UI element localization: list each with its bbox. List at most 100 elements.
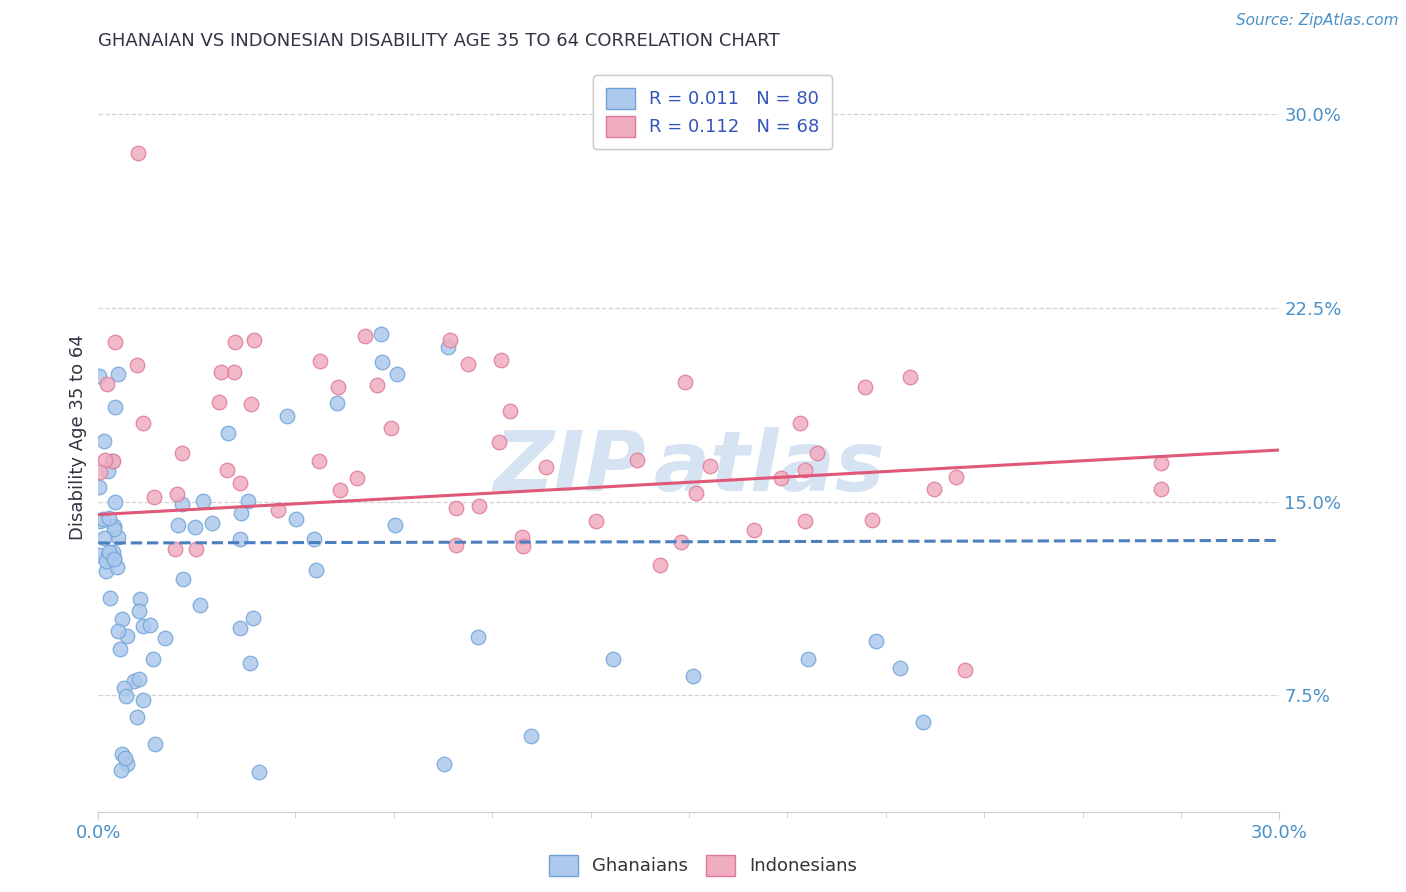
Point xyxy=(111,747,134,761)
Point xyxy=(132,417,155,431)
Point xyxy=(98,591,121,606)
Point xyxy=(217,425,239,440)
Point xyxy=(489,353,512,368)
Point xyxy=(117,629,139,643)
Point xyxy=(103,522,125,536)
Point xyxy=(104,401,127,415)
Point xyxy=(97,549,120,563)
Point xyxy=(308,354,330,368)
Point xyxy=(326,379,349,393)
Point xyxy=(97,464,120,478)
Point xyxy=(945,470,967,484)
Point xyxy=(93,532,115,546)
Text: Source: ZipAtlas.com: Source: ZipAtlas.com xyxy=(1236,13,1399,29)
Point xyxy=(671,534,693,549)
Point xyxy=(457,357,479,371)
Point xyxy=(103,550,125,565)
Point xyxy=(166,487,188,501)
Point xyxy=(125,710,148,724)
Point xyxy=(585,514,607,528)
Point xyxy=(384,518,406,533)
Point xyxy=(115,689,138,703)
Point xyxy=(101,544,124,558)
Point xyxy=(108,642,131,657)
Point xyxy=(437,340,460,354)
Point xyxy=(115,756,138,771)
Point xyxy=(439,333,461,347)
Point xyxy=(172,497,194,511)
Point xyxy=(353,329,375,343)
Point xyxy=(107,368,129,382)
Legend: R = 0.011   N = 80, R = 0.112   N = 68: R = 0.011 N = 80, R = 0.112 N = 68 xyxy=(593,75,832,150)
Point xyxy=(366,378,388,392)
Point xyxy=(128,603,150,617)
Point xyxy=(302,533,325,547)
Point xyxy=(231,506,253,520)
Point xyxy=(112,681,135,695)
Point xyxy=(924,482,946,496)
Point xyxy=(305,563,328,577)
Point xyxy=(742,524,765,538)
Point xyxy=(138,618,160,632)
Point xyxy=(103,552,125,566)
Point xyxy=(228,532,250,546)
Point xyxy=(267,502,290,516)
Point xyxy=(125,359,148,373)
Point xyxy=(673,376,696,390)
Point xyxy=(224,334,246,349)
Point xyxy=(114,751,136,765)
Point xyxy=(142,490,165,504)
Point xyxy=(444,501,467,516)
Point xyxy=(794,463,817,477)
Point xyxy=(512,539,534,553)
Point xyxy=(111,612,134,626)
Point xyxy=(87,368,110,383)
Point xyxy=(380,421,402,435)
Point xyxy=(184,541,207,556)
Point xyxy=(217,463,239,477)
Point xyxy=(370,327,392,342)
Text: ZIP atlas: ZIP atlas xyxy=(494,426,884,508)
Point xyxy=(170,446,193,460)
Point xyxy=(166,517,188,532)
Point xyxy=(1150,482,1173,496)
Point xyxy=(860,513,883,527)
Point xyxy=(488,435,510,450)
Point xyxy=(769,471,792,485)
Legend: Ghanaians, Indonesians: Ghanaians, Indonesians xyxy=(541,847,865,883)
Point xyxy=(142,652,165,666)
Point xyxy=(387,367,409,381)
Point xyxy=(89,465,111,479)
Point xyxy=(110,763,132,777)
Point xyxy=(346,471,368,485)
Point xyxy=(499,403,522,417)
Point xyxy=(285,512,308,526)
Point xyxy=(87,479,110,493)
Point xyxy=(155,631,177,645)
Point xyxy=(200,516,222,530)
Point xyxy=(911,714,934,729)
Point xyxy=(101,454,124,468)
Point xyxy=(682,669,704,683)
Point xyxy=(188,599,211,613)
Point xyxy=(224,365,246,379)
Point xyxy=(94,564,117,578)
Point xyxy=(107,530,129,544)
Point xyxy=(107,624,129,638)
Point xyxy=(648,558,671,573)
Point xyxy=(94,452,117,467)
Y-axis label: Disability Age 35 to 64: Disability Age 35 to 64 xyxy=(69,334,87,540)
Point xyxy=(240,397,263,411)
Point xyxy=(132,693,155,707)
Point xyxy=(467,630,489,644)
Point xyxy=(247,765,270,780)
Point xyxy=(889,661,911,675)
Point xyxy=(96,554,118,568)
Point xyxy=(239,656,262,670)
Point xyxy=(446,538,468,552)
Point xyxy=(96,377,118,392)
Point xyxy=(520,730,543,744)
Point xyxy=(325,396,347,410)
Point xyxy=(236,494,259,508)
Point xyxy=(128,672,150,686)
